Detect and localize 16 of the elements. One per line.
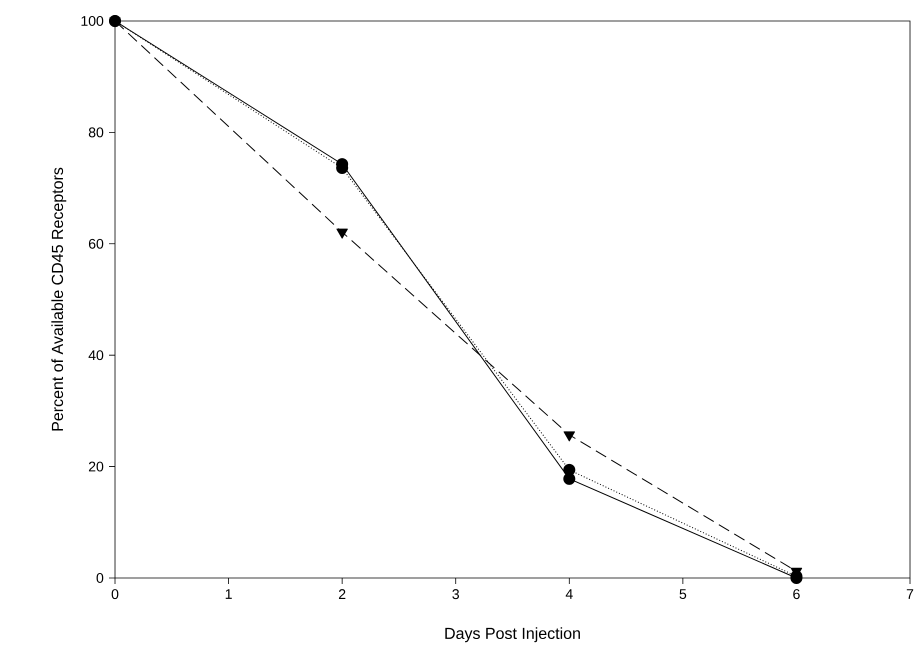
x-tick-label: 3	[452, 589, 459, 600]
y-tick-label: 80	[88, 127, 104, 138]
x-tick-label: 6	[793, 589, 800, 600]
x-tick-label: 0	[112, 589, 118, 600]
y-tick-label: 100	[82, 16, 104, 26]
x-tick-label: 2	[338, 589, 346, 599]
y-tick-label: 20	[88, 462, 104, 472]
y-tick-label: 60	[88, 238, 104, 249]
x-tick-label: 4	[566, 589, 573, 599]
y-tick-label: 40	[88, 350, 104, 360]
x-tick-label: 1	[226, 589, 232, 599]
x-axis-title: Days Post Injection	[445, 627, 580, 642]
y-tick-label: 0	[96, 573, 104, 583]
x-tick-label: 7	[906, 589, 914, 599]
y-axis-title: Percent of Available CD45 Receptors	[51, 168, 66, 431]
x-tick-label: 5	[680, 589, 686, 599]
